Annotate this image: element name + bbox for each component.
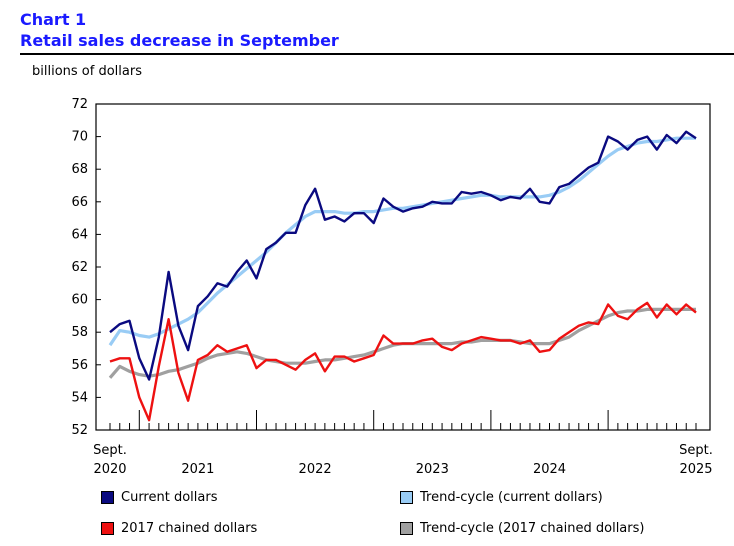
series-line-trend-current [108, 136, 696, 347]
chart-number: Chart 1 [20, 10, 87, 29]
legend-item-trend-chained: Trend-cycle (2017 chained dollars) [400, 521, 644, 536]
y-tick-label: 56 [71, 358, 88, 373]
y-tick-label: 60 [71, 293, 88, 308]
y-tick-label: 72 [71, 97, 88, 112]
x-tick-label-year: 2023 [416, 462, 449, 477]
y-tick-label: 70 [71, 130, 88, 145]
y-tick-label: 64 [71, 227, 88, 242]
x-tick-label-month: Sept. [93, 443, 127, 458]
plot-frame [95, 103, 711, 431]
x-tick-label-year: 2020 [93, 462, 126, 477]
y-axis-unit-label: billions of dollars [32, 64, 142, 79]
legend-item-chained: 2017 chained dollars [101, 521, 257, 536]
legend-label: Trend-cycle (2017 chained dollars) [420, 521, 645, 536]
y-tick-label: 68 [71, 162, 88, 177]
x-tick-label-year: 2025 [679, 462, 712, 477]
x-tick-label-month: Sept. [679, 443, 713, 458]
x-tick-label-year: 2024 [533, 462, 566, 477]
y-tick-label: 54 [71, 390, 88, 405]
series-line-chained-dollars [109, 301, 697, 422]
y-tick-label: 52 [71, 423, 88, 438]
x-tick-label-year: 2021 [181, 462, 214, 477]
legend-swatch [400, 522, 413, 535]
y-tick-label: 62 [71, 260, 88, 275]
series-line-current-dollars [109, 130, 697, 381]
legend-label: Trend-cycle (current dollars) [420, 490, 603, 505]
chart-title: Retail sales decrease in September [20, 31, 339, 50]
legend-swatch [101, 522, 114, 535]
y-tick-label: 58 [71, 325, 88, 340]
legend-item-current: Current dollars [101, 490, 217, 505]
title-rule [20, 53, 734, 55]
legend-label: 2017 chained dollars [121, 521, 258, 536]
y-tick-label: 66 [71, 195, 88, 210]
legend-item-trend-current: Trend-cycle (current dollars) [400, 490, 603, 505]
legend-swatch [101, 491, 114, 504]
legend-swatch [400, 491, 413, 504]
legend-label: Current dollars [121, 490, 218, 505]
x-tick-label-year: 2022 [299, 462, 332, 477]
